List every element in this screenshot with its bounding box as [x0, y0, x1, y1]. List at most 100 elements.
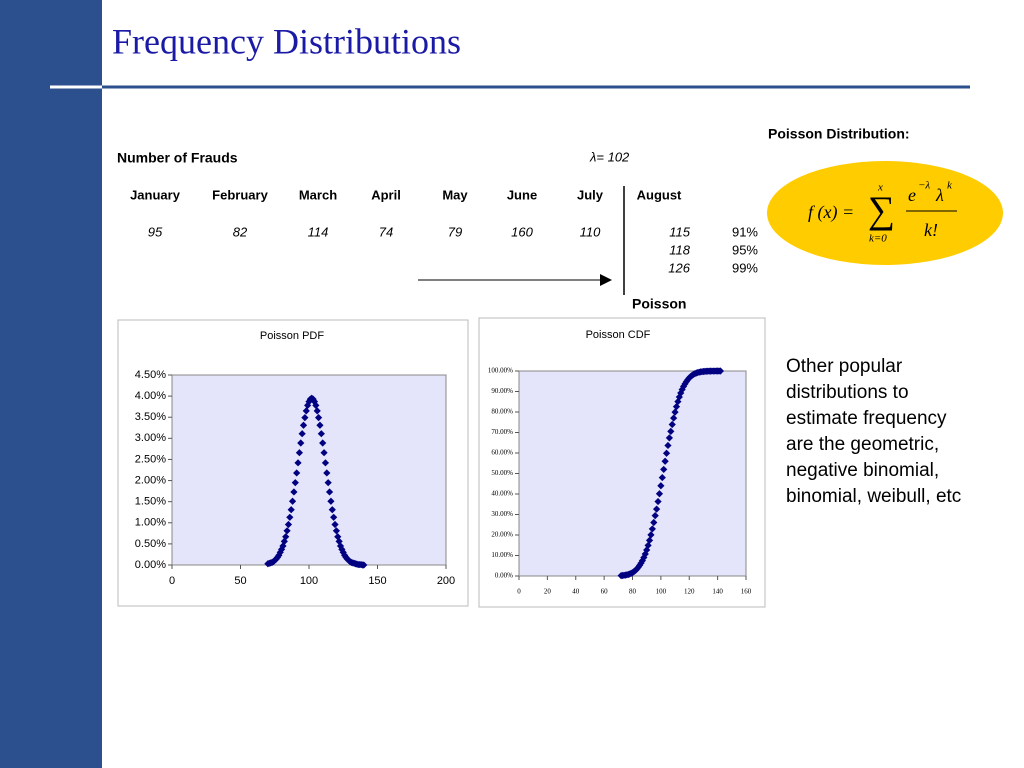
y-tick-label: 2.50% [135, 453, 166, 465]
note-line: distributions to [786, 382, 909, 403]
point [286, 513, 294, 521]
point [654, 497, 662, 506]
point [334, 533, 342, 541]
point [327, 497, 335, 505]
point [280, 537, 288, 545]
count: 115 [669, 224, 690, 239]
x-tick-label: 20 [544, 588, 552, 596]
point [314, 414, 323, 422]
point [638, 557, 647, 565]
point [317, 430, 325, 438]
point [661, 457, 669, 465]
y-tick-label: 0.00% [495, 572, 513, 580]
month: January [130, 187, 181, 202]
point [664, 441, 672, 450]
formula-upper: x [877, 182, 883, 194]
point [648, 525, 656, 533]
formula-e-exp: −λ [918, 180, 930, 192]
y-tick-label: 1.50% [135, 496, 166, 508]
count: 118 [669, 242, 690, 257]
month: July [577, 187, 604, 202]
point [321, 459, 330, 467]
point [658, 473, 666, 482]
formula-heading: Poisson Distribution: [768, 126, 910, 142]
point [309, 395, 317, 403]
note-line: are the geometric, [786, 434, 939, 455]
x-tick-label: 100 [656, 588, 667, 596]
plot-area [518, 370, 747, 577]
point [287, 506, 295, 514]
point [320, 449, 328, 457]
point [657, 482, 665, 490]
point [275, 551, 283, 559]
count: 74 [379, 224, 393, 239]
point [298, 430, 306, 438]
point [291, 479, 299, 487]
y-tick-label: 0.50% [135, 538, 166, 550]
point [310, 398, 319, 406]
count: 114 [308, 224, 329, 239]
y-tick-label: 80.00% [491, 408, 513, 416]
x-tick-label: 50 [234, 575, 246, 587]
formula-lhs: f (x) = [808, 202, 854, 223]
point [651, 512, 659, 520]
y-tick-label: 4.50% [135, 369, 166, 381]
note-line: negative binomial, [786, 460, 939, 481]
table-footer: Poisson [632, 296, 686, 312]
formula-lower: k=0 [869, 233, 887, 245]
point [293, 469, 301, 477]
point [660, 465, 668, 474]
point [330, 513, 338, 521]
point [650, 518, 658, 527]
month: April [371, 187, 401, 202]
point [655, 490, 664, 498]
point [667, 427, 675, 435]
point [282, 533, 290, 541]
point [675, 393, 683, 401]
y-tick-label: 40.00% [491, 490, 513, 498]
count: 110 [580, 224, 601, 239]
point [653, 505, 661, 513]
y-tick-label: 30.00% [491, 510, 513, 518]
point [335, 537, 343, 545]
point [672, 402, 681, 411]
point [716, 367, 725, 375]
y-tick-label: 1.00% [135, 517, 166, 529]
point [668, 420, 676, 429]
month: February [212, 187, 268, 202]
note-line: binomial, weibull, etc [786, 486, 961, 507]
point [671, 408, 679, 416]
point [316, 421, 324, 429]
point [279, 542, 287, 550]
point [325, 488, 334, 496]
x-tick-label: 60 [601, 588, 609, 596]
arrow-head [600, 274, 612, 286]
formula-lambda: λ [935, 185, 944, 205]
point [319, 439, 327, 447]
point [283, 527, 291, 535]
y-tick-label: 50.00% [491, 469, 513, 477]
x-tick-label: 0 [169, 575, 175, 587]
formula-badge [767, 161, 1003, 265]
chart-title: Poisson CDF [586, 329, 651, 341]
formula-lambda-exp: k [947, 180, 953, 192]
point [312, 401, 320, 409]
percentile: 91% [732, 224, 758, 239]
y-tick-label: 10.00% [491, 551, 513, 559]
point [284, 520, 293, 529]
point [647, 531, 655, 539]
point [645, 536, 654, 545]
point [360, 561, 368, 569]
count: 126 [668, 260, 690, 275]
x-tick-label: 200 [437, 575, 455, 587]
point [297, 439, 305, 447]
x-tick-label: 0 [517, 588, 521, 596]
note-line: estimate frequency [786, 408, 947, 429]
point [302, 407, 310, 415]
point [332, 527, 340, 535]
formula-denominator: k! [924, 220, 938, 240]
point [301, 414, 309, 422]
table-heading: Number of Frauds [117, 150, 238, 166]
note-line: Other popular [786, 356, 903, 377]
